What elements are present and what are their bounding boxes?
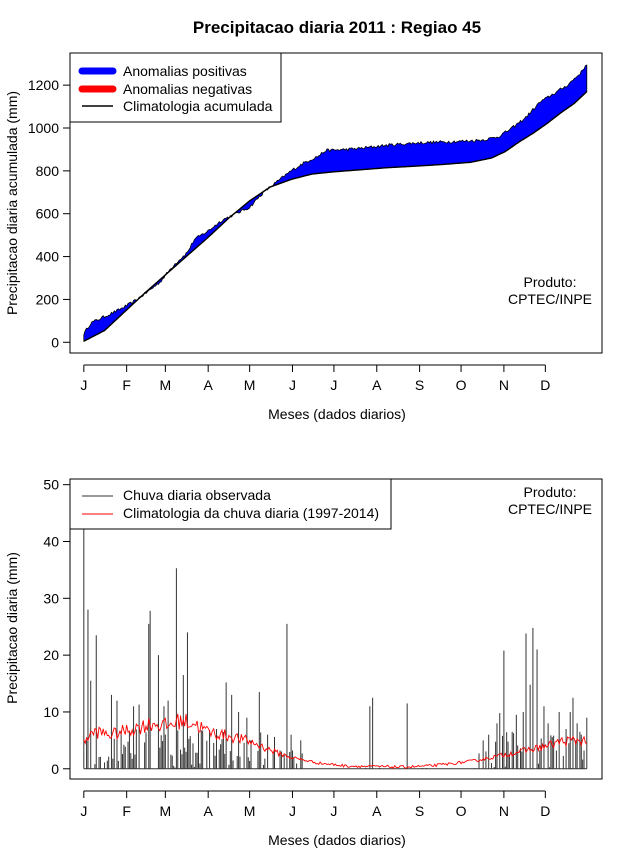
bottom-x-tick-label: J	[80, 803, 87, 819]
bottom-x-tick-label: A	[204, 803, 214, 819]
daily-climatology-line	[83, 713, 587, 769]
bottom-y-axis-label: Precipitacao diaria (mm)	[4, 552, 20, 704]
top-x-tick-label: D	[540, 377, 550, 393]
bottom-x-tick-label: M	[244, 803, 256, 819]
bottom-x-tick-label: M	[160, 803, 172, 819]
bottom-legend-box	[69, 478, 392, 530]
accumulated-precipitation-panel: J F M A M J J A S O N D 0 200 400 600 800 1000 1200 Meses…	[4, 52, 603, 422]
top-y-axis-label: Precipitacao diaria acumulada (mm)	[4, 91, 20, 315]
top-x-tick-label: M	[160, 377, 172, 393]
bottom-x-tick-label: O	[456, 803, 467, 819]
bottom-y-tick-label: 20	[43, 647, 59, 663]
legend-label-positive: Anomalias positivas	[123, 63, 247, 79]
top-y-tick-label: 600	[36, 206, 60, 222]
bottom-legend: Chuva diaria observada Climatologia da c…	[69, 478, 392, 530]
bottom-y-tick-label: 30	[43, 590, 59, 606]
accumulated-climatology-line	[83, 91, 588, 342]
top-annotation-line2: CPTEC/INPE	[508, 291, 592, 307]
bottom-x-tick-label: J	[289, 803, 296, 819]
bottom-y-tick-label: 50	[43, 477, 59, 493]
top-x-tick-label: A	[372, 377, 382, 393]
top-y-tick-label: 200	[36, 291, 60, 307]
top-x-tick-label: J	[80, 377, 87, 393]
bottom-x-tick-label: N	[499, 803, 509, 819]
legend-label-negative: Anomalias negativas	[123, 81, 252, 97]
bottom-annotation-line2: CPTEC/INPE	[508, 501, 592, 517]
legend-label-climatology: Climatologia acumulada	[123, 98, 273, 114]
top-x-tick-label: A	[204, 377, 214, 393]
top-y-tick-label: 400	[36, 249, 60, 265]
top-y-tick-label: 0	[51, 334, 59, 350]
legend-label-climatology-daily: Climatologia da chuva diaria (1997-2014)	[123, 505, 379, 521]
top-x-tick-label: O	[456, 377, 467, 393]
top-y-tick-label: 1000	[28, 120, 59, 136]
legend-label-observed: Chuva diaria observada	[123, 487, 271, 503]
bottom-x-axis-label: Meses (dados diarios)	[268, 832, 406, 848]
top-x-tick-label: F	[122, 377, 131, 393]
bottom-annotation-line1: Produto:	[524, 484, 577, 500]
bottom-y-tick-label: 0	[51, 761, 59, 777]
bottom-x-tick-label: D	[540, 803, 550, 819]
top-legend: Anomalias positivas Anomalias negativas …	[69, 52, 282, 123]
top-series-layer	[83, 64, 588, 342]
top-annotation-line1: Produto:	[524, 274, 577, 290]
top-x-tick-label: J	[330, 377, 337, 393]
top-x-tick-label: M	[244, 377, 256, 393]
bottom-x-tick-label: F	[122, 803, 131, 819]
bottom-x-tick-label: A	[372, 803, 382, 819]
chart-title: Precipitacao diaria 2011 : Regiao 45	[193, 18, 481, 37]
bottom-y-tick-label: 40	[43, 534, 59, 550]
bottom-series-layer	[83, 524, 588, 770]
bottom-x-tick-label: S	[415, 803, 424, 819]
top-x-tick-label: S	[415, 377, 424, 393]
bottom-y-axis: 0 10 20 30 40 50	[43, 477, 71, 777]
top-x-tick-label: N	[499, 377, 509, 393]
top-y-tick-label: 800	[36, 163, 60, 179]
bottom-y-tick-label: 10	[43, 704, 59, 720]
top-x-tick-label: J	[289, 377, 296, 393]
top-y-tick-label: 1200	[28, 77, 59, 93]
top-x-axis-label: Meses (dados diarios)	[268, 406, 406, 422]
daily-precipitation-panel: J F M A M J J A S O N D 0 10 20 30 40 50 Meses (dados di…	[4, 477, 603, 848]
top-y-axis: 0 200 400 600 800 1000 1200	[28, 77, 71, 350]
bottom-x-tick-label: J	[330, 803, 337, 819]
